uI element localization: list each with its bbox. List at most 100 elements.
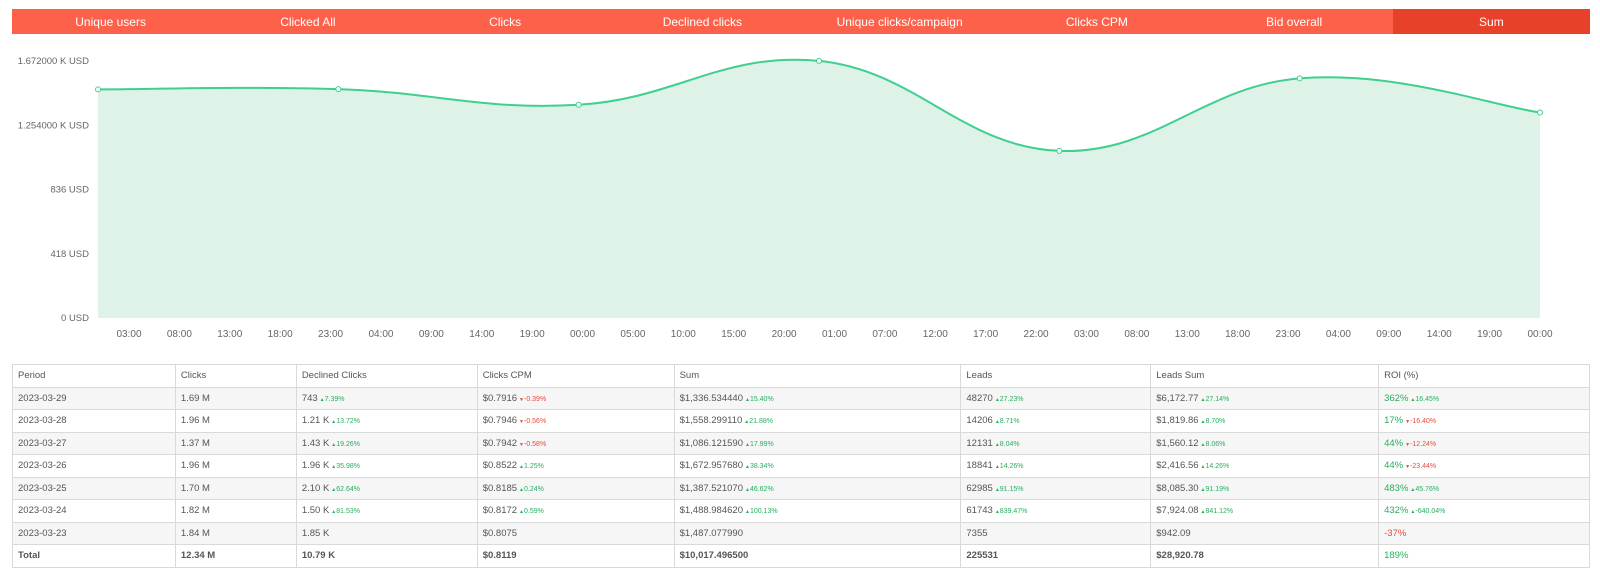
cell-value: 2023-03-25 bbox=[18, 482, 67, 494]
cell-declined: 743 ▲7.39% bbox=[295, 386, 478, 410]
column-header[interactable]: Leads Sum bbox=[1150, 364, 1380, 388]
data-point[interactable] bbox=[575, 101, 582, 108]
arrow-up-icon: ▲ bbox=[744, 464, 750, 471]
arrow-up-icon: ▲ bbox=[1200, 464, 1206, 471]
cell-leads: 7355 bbox=[960, 521, 1152, 545]
cell-value: $0.8522 bbox=[482, 460, 518, 472]
delta-value: 8.70% bbox=[1205, 418, 1226, 426]
delta-value: -0.56% bbox=[524, 418, 547, 426]
arrow-up-icon: ▲ bbox=[994, 509, 1000, 516]
arrow-down-icon: ▼ bbox=[519, 419, 524, 426]
cell-declined: 1.50 K ▲81.53% bbox=[295, 499, 478, 523]
cell-leads-sum: $942.09 bbox=[1150, 521, 1380, 545]
table-row: 2023-03-27 1.37 M 1.43 K ▲19.26% $0.7942 ▼-0.… bbox=[12, 431, 1590, 455]
delta-value: 16.45% bbox=[1415, 395, 1440, 403]
cell-sum: $1,387.521070 ▲46.62% bbox=[673, 476, 962, 500]
delta-value: 0.24% bbox=[524, 485, 544, 493]
x-tick-label: 00:00 bbox=[1527, 329, 1552, 340]
arrow-up-icon: ▲ bbox=[744, 419, 750, 426]
total-leads-sum: $28,920.78 bbox=[1150, 544, 1380, 568]
delta-badge: ▲19.26% bbox=[331, 441, 360, 448]
x-tick-label: 08:00 bbox=[167, 329, 192, 340]
cell-sum: $1,336.534440 ▲15.40% bbox=[673, 386, 962, 410]
cell-value: 61743 bbox=[966, 505, 993, 517]
tab-clicks[interactable]: Clicks bbox=[489, 14, 522, 29]
cell-roi: 44% ▼-12.24% bbox=[1378, 431, 1590, 455]
arrow-down-icon: ▼ bbox=[1405, 419, 1411, 426]
column-header[interactable]: ROI (%) bbox=[1378, 364, 1590, 388]
x-tick-label: 17:00 bbox=[973, 329, 998, 340]
cell-leads-sum: $6,172.77 ▲27.14% bbox=[1150, 386, 1380, 410]
delta-value: -640.04% bbox=[1415, 508, 1446, 516]
cell-value: 7355 bbox=[966, 527, 988, 539]
tab-clicks-cpm[interactable]: Clicks CPM bbox=[1065, 14, 1128, 29]
arrow-up-icon: ▲ bbox=[331, 486, 337, 493]
series-area bbox=[98, 59, 1540, 318]
arrow-up-icon: ▲ bbox=[1200, 509, 1206, 516]
data-point[interactable] bbox=[816, 57, 822, 64]
cell-roi: 44% ▼-23.44% bbox=[1378, 454, 1590, 478]
delta-value: 15.40% bbox=[749, 395, 774, 403]
delta-value: 27.23% bbox=[999, 395, 1024, 403]
delta-badge: ▲-640.04% bbox=[1410, 508, 1445, 515]
delta-value: -12.24% bbox=[1410, 440, 1437, 448]
delta-value: 14.26% bbox=[1205, 463, 1230, 471]
total-cpm: $0.8119 bbox=[476, 544, 675, 568]
data-point[interactable] bbox=[1537, 109, 1543, 116]
cell-clicks: 1.96 M bbox=[174, 454, 297, 478]
cell-value: $1,488.984620 bbox=[679, 505, 743, 517]
arrow-up-icon: ▲ bbox=[994, 419, 1000, 426]
cell-leads-sum: $1,560.12 ▲8.06% bbox=[1150, 431, 1380, 455]
cell-declined: 1.43 K ▲19.26% bbox=[295, 431, 478, 455]
table-row: 2023-03-23 1.84 M 1.85 K $0.8075 $1,487.0779… bbox=[12, 521, 1590, 545]
cell-clicks: 1.82 M bbox=[174, 499, 297, 523]
cell-value: 48270 bbox=[966, 392, 993, 404]
delta-value: 100.13% bbox=[749, 508, 778, 516]
column-header[interactable]: Clicks bbox=[174, 364, 297, 388]
cell-value: $7,924.08 bbox=[1156, 505, 1199, 517]
cell-value: 2023-03-28 bbox=[18, 415, 67, 427]
cell-leads: 62985 ▲91.15% bbox=[960, 476, 1152, 500]
table-row: 2023-03-28 1.96 M 1.21 K ▲13.72% $0.7946 ▼-0.… bbox=[12, 409, 1590, 433]
data-point[interactable] bbox=[1296, 75, 1303, 82]
cell-period: 2023-03-29 bbox=[12, 386, 176, 410]
delta-value: 91.15% bbox=[999, 485, 1024, 493]
cell-leads-sum: $7,924.08 ▲841.12% bbox=[1150, 499, 1380, 523]
tab-unique-clicks-campaign[interactable]: Unique clicks/campaign bbox=[836, 14, 963, 29]
cell-value: $0.8075 bbox=[482, 527, 518, 539]
tab-bid-overall[interactable]: Bid overall bbox=[1266, 14, 1323, 29]
column-header[interactable]: Period bbox=[12, 364, 176, 388]
cell-leads-sum: $1,819.86 ▲8.70% bbox=[1150, 409, 1380, 433]
delta-value: 841.12% bbox=[1205, 508, 1234, 516]
cell-value: 1.96 M bbox=[180, 460, 210, 472]
table-row: 2023-03-25 1.70 M 2.10 K ▲62.64% $0.8185 ▲0.2… bbox=[12, 476, 1590, 500]
column-header[interactable]: Clicks CPM bbox=[476, 364, 675, 388]
table-row: 2023-03-24 1.82 M 1.50 K ▲81.53% $0.8172 ▲0.5… bbox=[12, 499, 1590, 523]
tab-unique-users[interactable]: Unique users bbox=[75, 14, 146, 29]
tab-sum[interactable]: Sum bbox=[1392, 9, 1590, 34]
tab-declined-clicks[interactable]: Declined clicks bbox=[662, 14, 743, 29]
data-point[interactable] bbox=[95, 86, 101, 93]
column-header[interactable]: Leads bbox=[960, 364, 1152, 388]
column-header[interactable]: Sum bbox=[673, 364, 962, 388]
cell-roi: 17% ▼-16.40% bbox=[1378, 409, 1590, 433]
data-point[interactable] bbox=[335, 86, 342, 93]
data-point[interactable] bbox=[1056, 147, 1063, 154]
arrow-up-icon: ▲ bbox=[331, 419, 337, 426]
tab-clicked-all[interactable]: Clicked All bbox=[280, 14, 336, 29]
stats-table: Period Clicks Declined Clicks Clicks CPM Sum… bbox=[12, 364, 1590, 568]
cell-value: 2.10 K bbox=[301, 482, 330, 494]
delta-value: -0.39% bbox=[524, 395, 547, 403]
stats-table-container: Period Clicks Declined Clicks Clicks CPM Sum… bbox=[12, 364, 1590, 568]
column-header[interactable]: Declined Clicks bbox=[295, 364, 478, 388]
cell-cpm: $0.8172 ▲0.59% bbox=[476, 499, 675, 523]
cell-value: $1,336.534440 bbox=[679, 392, 743, 404]
cell-cpm: $0.7946 ▼-0.56% bbox=[476, 409, 675, 433]
cell-value: -37% bbox=[1384, 527, 1407, 539]
delta-badge: ▲17.99% bbox=[745, 441, 774, 448]
x-tick-label: 04:00 bbox=[1326, 329, 1351, 340]
sum-chart: 1.672000 K USD 1.254000 K USD 836 USD 418 U… bbox=[0, 44, 1600, 354]
cell-clicks: 1.96 M bbox=[174, 409, 297, 433]
metric-tab-bar: Unique users Clicked All Clicks Declined cl… bbox=[12, 9, 1590, 34]
cell-value: 18841 bbox=[966, 460, 993, 472]
